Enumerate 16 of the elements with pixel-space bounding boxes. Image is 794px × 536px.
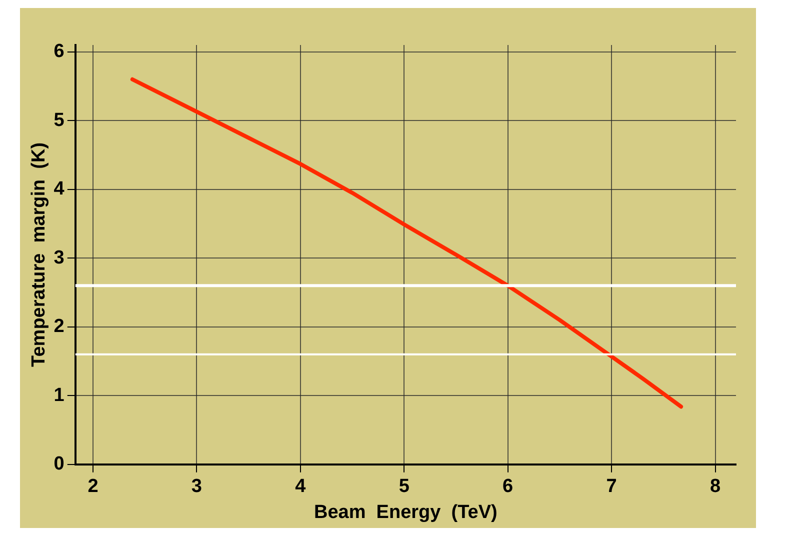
x-tick-label: 3 bbox=[191, 476, 202, 498]
x-tick-label: 7 bbox=[606, 476, 617, 498]
x-axis-title: Beam Energy (TeV) bbox=[314, 502, 498, 523]
x-tick-label: 6 bbox=[502, 476, 514, 498]
x-tick-label: 4 bbox=[295, 476, 306, 498]
y-tick-label: 2 bbox=[54, 316, 64, 338]
x-tick-label: 5 bbox=[398, 476, 410, 498]
y-tick-label: 1 bbox=[54, 384, 65, 406]
y-tick-label: 6 bbox=[54, 41, 64, 62]
x-tick-label: 2 bbox=[88, 476, 98, 498]
y-tick-label: 4 bbox=[54, 178, 65, 200]
x-tick-label: 8 bbox=[710, 476, 721, 498]
y-axis-title: Temperature margin (K) bbox=[28, 142, 50, 367]
y-tick-label: 0 bbox=[54, 454, 64, 475]
y-tick-label: 3 bbox=[54, 247, 64, 268]
y-tick-label: 5 bbox=[54, 110, 65, 131]
